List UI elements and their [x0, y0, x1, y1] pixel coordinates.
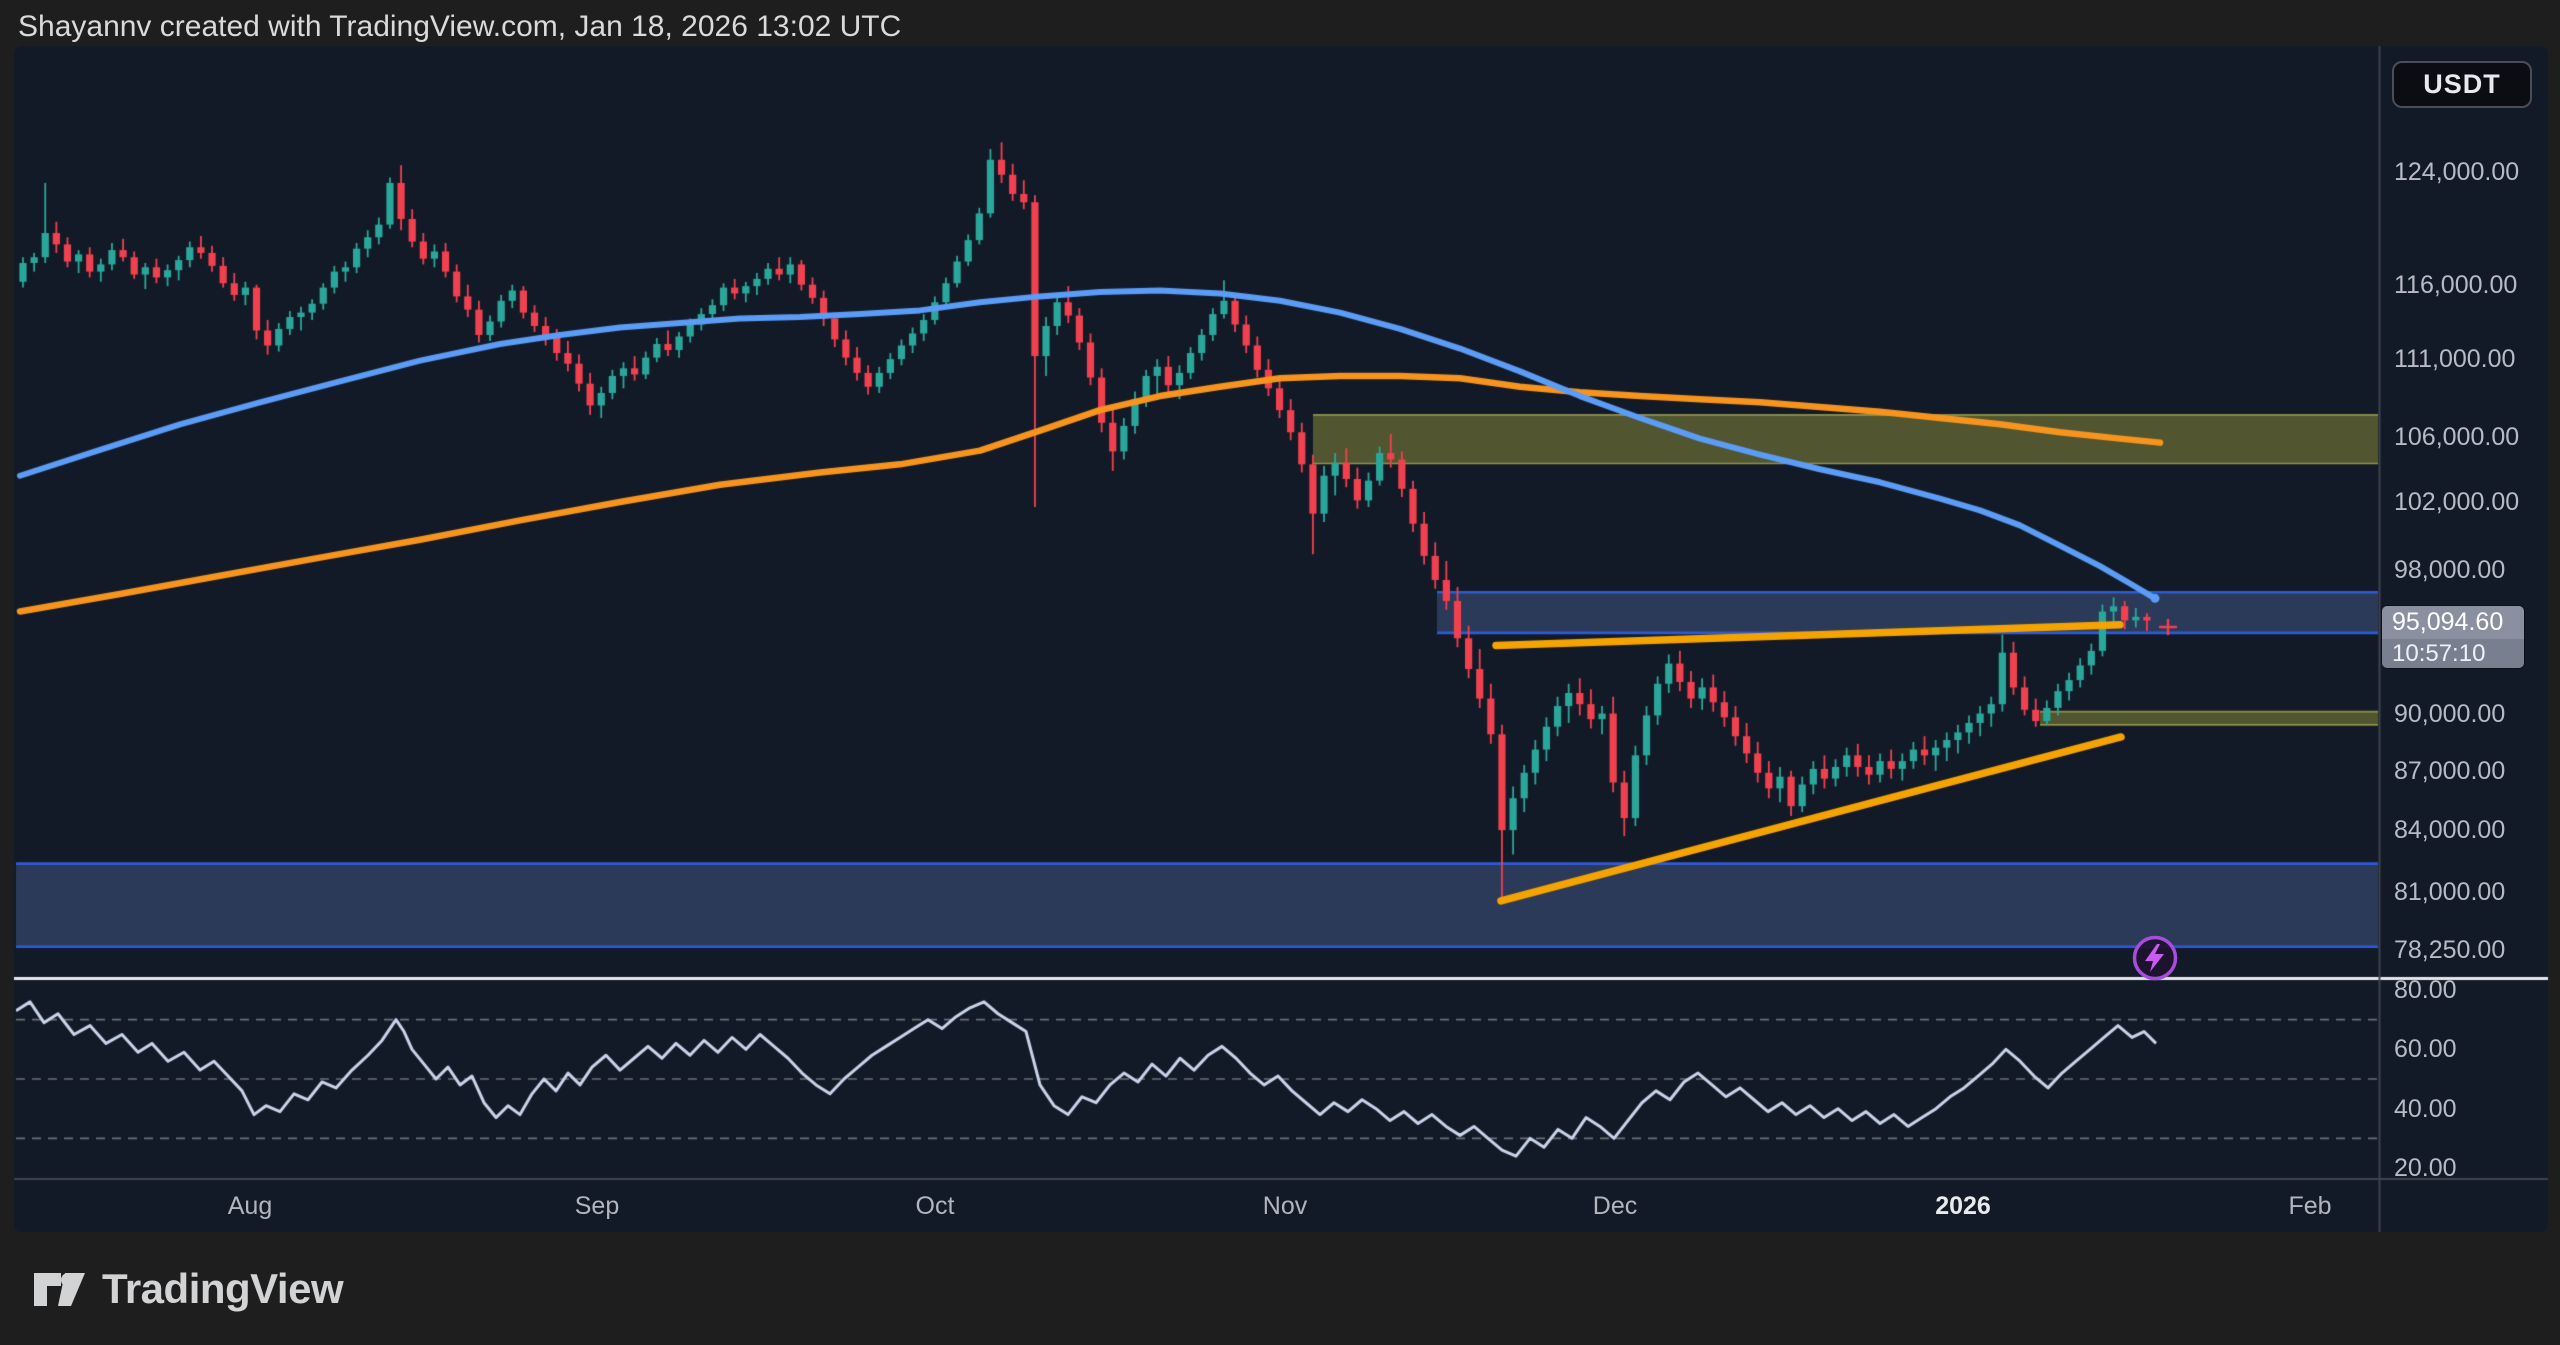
quote-currency-button[interactable]: USDT	[2392, 61, 2532, 108]
current-price-badge[interactable]: 95,094.60 10:57:10	[2382, 606, 2524, 668]
quote-currency-label: USDT	[2423, 69, 2501, 99]
price-axis-label: 78,250.00	[2394, 935, 2506, 964]
price-axis-label: 111,000.00	[2394, 345, 2516, 374]
bar-countdown: 10:57:10	[2382, 639, 2524, 668]
time-axis-label: Nov	[1262, 1192, 1308, 1220]
time-axis-label: Sep	[574, 1192, 620, 1220]
price-axis-label: 90,000.00	[2394, 699, 2506, 728]
time-axis-label: Aug	[227, 1192, 273, 1220]
price-axis-label: 87,000.00	[2394, 756, 2506, 785]
time-axis-label: 2026	[1935, 1192, 1991, 1220]
price-axis-label: 106,000.00	[2394, 423, 2520, 452]
attribution-text: Shayannv created with TradingView.com, J…	[18, 10, 902, 43]
tradingview-watermark[interactable]: TradingView	[30, 1258, 344, 1320]
price-axis-label: 116,000.00	[2394, 270, 2518, 299]
rsi-axis-label: 20.00	[2394, 1154, 2457, 1182]
price-axis-label: 102,000.00	[2394, 488, 2520, 517]
price-axis-label: 98,000.00	[2394, 555, 2506, 584]
rsi-axis-label: 80.00	[2394, 976, 2457, 1004]
price-axis-label: 84,000.00	[2394, 816, 2506, 845]
time-axis-label: Feb	[2288, 1192, 2332, 1220]
price-axis-label: 124,000.00	[2394, 158, 2520, 186]
current-price-value: 95,094.60	[2382, 606, 2524, 639]
rsi-axis-label: 60.00	[2394, 1035, 2457, 1064]
attribution-bar: Shayannv created with TradingView.com, J…	[18, 8, 901, 46]
time-axis-label: Dec	[1592, 1192, 1638, 1220]
tradingview-logo-icon	[34, 1273, 85, 1306]
time-axis-label: Oct	[915, 1192, 955, 1220]
tradingview-logo-text: TradingView	[102, 1265, 344, 1312]
price-axis-label: 81,000.00	[2394, 877, 2506, 906]
rsi-axis-label: 40.00	[2394, 1094, 2457, 1123]
lightning-icon[interactable]	[2131, 934, 2179, 982]
